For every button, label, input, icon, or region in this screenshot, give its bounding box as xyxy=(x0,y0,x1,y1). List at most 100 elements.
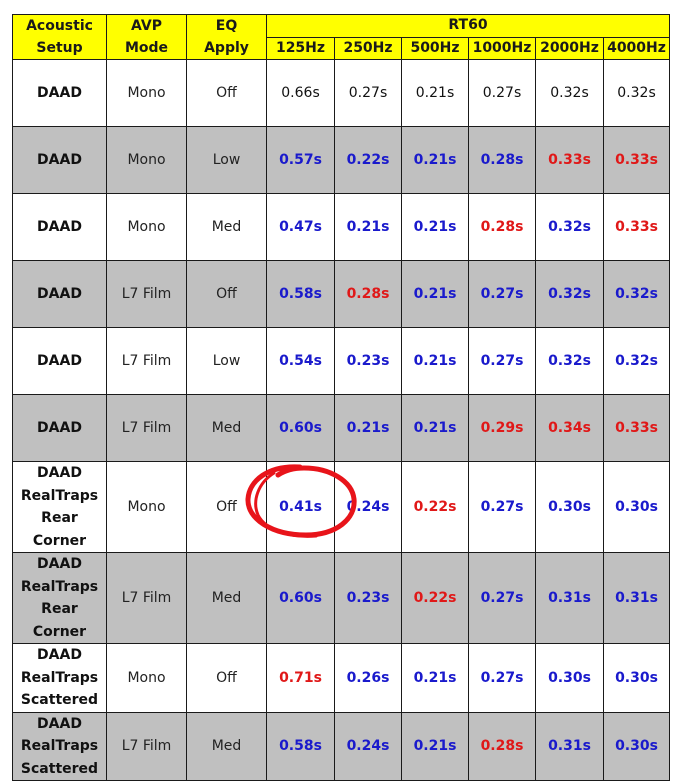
cell-eq-apply: Med xyxy=(186,711,267,781)
header-avp-mode: AVP Mode xyxy=(106,14,187,60)
header-freq: 1000Hz xyxy=(468,36,536,60)
cell-rt60-125hz: 0.60s xyxy=(266,552,335,644)
setup-line: DAAD xyxy=(37,151,82,168)
cell-eq-apply: Med xyxy=(186,552,267,644)
cell-rt60-500hz: 0.21s xyxy=(401,260,469,328)
cell-rt60-125hz: 0.47s xyxy=(266,193,335,261)
table-row: DAAD Mono Off 0.66s 0.27s 0.21s 0.27s 0.32s 0.32… xyxy=(12,59,670,127)
cell-rt60-250hz: 0.24s xyxy=(334,461,402,553)
cell-rt60-500hz: 0.22s xyxy=(401,461,469,553)
cell-rt60-2000hz: 0.32s xyxy=(535,59,604,127)
table-row: DAAD L7 Film Low 0.54s 0.23s 0.21s 0.27s 0.32s 0… xyxy=(12,327,670,395)
cell-rt60-500hz: 0.21s xyxy=(401,711,469,781)
table-header: Acoustic Setup AVP Mode EQ Apply RT60 125Hz… xyxy=(12,14,670,60)
header-freq: 2000Hz xyxy=(535,36,604,60)
cell-eq-apply: Med xyxy=(186,193,267,261)
cell-rt60-1000hz: 0.29s xyxy=(468,394,536,462)
cell-rt60-4000hz: 0.33s xyxy=(603,193,670,261)
cell-rt60-1000hz: 0.27s xyxy=(468,59,536,127)
setup-line: DAAD xyxy=(37,419,82,436)
cell-avp-mode: Mono xyxy=(106,193,187,261)
setup-line: DAAD xyxy=(37,715,82,732)
cell-rt60-500hz: 0.21s xyxy=(401,394,469,462)
cell-rt60-2000hz: 0.30s xyxy=(535,461,604,553)
cell-rt60-4000hz: 0.33s xyxy=(603,394,670,462)
cell-rt60-2000hz: 0.33s xyxy=(535,126,604,194)
setup-line: DAAD xyxy=(37,285,82,302)
setup-line: RealTraps xyxy=(20,487,99,504)
cell-rt60-500hz: 0.21s xyxy=(401,193,469,261)
cell-eq-apply: Off xyxy=(186,643,267,713)
cell-acoustic-setup: DAAD xyxy=(12,126,107,194)
cell-rt60-250hz: 0.22s xyxy=(334,126,402,194)
setup-line: DAAD xyxy=(37,352,82,369)
setup-line: Rear Corner xyxy=(32,601,87,640)
cell-rt60-4000hz: 0.30s xyxy=(603,643,670,713)
cell-rt60-250hz: 0.21s xyxy=(334,193,402,261)
cell-avp-mode: Mono xyxy=(106,126,187,194)
cell-rt60-500hz: 0.21s xyxy=(401,126,469,194)
cell-rt60-1000hz: 0.27s xyxy=(468,327,536,395)
setup-line: RealTraps xyxy=(20,578,99,595)
cell-rt60-2000hz: 0.32s xyxy=(535,260,604,328)
table-row: DAAD L7 Film Med 0.60s 0.21s 0.21s 0.29s 0.34s 0… xyxy=(12,394,670,462)
header-freq: 125Hz xyxy=(266,36,335,60)
header-acoustic-setup: Acoustic Setup xyxy=(12,14,107,60)
cell-acoustic-setup: DAAD xyxy=(12,193,107,261)
rt60-table-wrapper: Acoustic Setup AVP Mode EQ Apply RT60 125Hz… xyxy=(12,14,670,781)
cell-avp-mode: Mono xyxy=(106,59,187,127)
cell-rt60-2000hz: 0.32s xyxy=(535,193,604,261)
cell-rt60-250hz: 0.23s xyxy=(334,552,402,644)
cell-rt60-250hz: 0.26s xyxy=(334,643,402,713)
cell-rt60-1000hz: 0.27s xyxy=(468,260,536,328)
cell-avp-mode: L7 Film xyxy=(106,327,187,395)
table-row: DAAD RealTraps Rear Corner L7 Film Med 0.60s 0… xyxy=(12,552,670,644)
table-row: DAAD RealTraps Rear Corner Mono Off 0.41s 0.24… xyxy=(12,461,670,553)
cell-rt60-125hz: 0.57s xyxy=(266,126,335,194)
cell-rt60-1000hz: 0.27s xyxy=(468,643,536,713)
cell-acoustic-setup: DAAD xyxy=(12,327,107,395)
cell-rt60-2000hz: 0.34s xyxy=(535,394,604,462)
setup-line: DAAD xyxy=(37,556,82,572)
cell-rt60-2000hz: 0.30s xyxy=(535,643,604,713)
setup-line: Scattered xyxy=(20,692,99,708)
cell-rt60-250hz: 0.23s xyxy=(334,327,402,395)
setup-line: DAAD xyxy=(37,647,82,663)
cell-avp-mode: L7 Film xyxy=(106,394,187,462)
setup-line: Scattered xyxy=(20,760,99,777)
cell-avp-mode: Mono xyxy=(106,643,187,713)
cell-rt60-125hz: 0.58s xyxy=(266,711,335,781)
cell-acoustic-setup: DAAD xyxy=(12,59,107,127)
cell-rt60-250hz: 0.21s xyxy=(334,394,402,462)
setup-line: DAAD xyxy=(37,218,82,235)
setup-line: DAAD xyxy=(37,465,82,481)
header-rt60: RT60 xyxy=(266,14,670,38)
cell-eq-apply: Low xyxy=(186,126,267,194)
table-row: DAAD Mono Low 0.57s 0.22s 0.21s 0.28s 0.33s 0.33… xyxy=(12,126,670,194)
cell-rt60-500hz: 0.21s xyxy=(401,643,469,713)
cell-rt60-125hz: 0.66s xyxy=(266,59,335,127)
cell-rt60-250hz: 0.24s xyxy=(334,711,402,781)
cell-acoustic-setup: DAAD xyxy=(12,260,107,328)
cell-rt60-2000hz: 0.31s xyxy=(535,552,604,644)
table-row: DAAD RealTraps Scattered L7 Film Med 0.58s 0.2… xyxy=(12,711,670,781)
cell-acoustic-setup: DAAD xyxy=(12,394,107,462)
cell-eq-apply: Med xyxy=(186,394,267,462)
cell-rt60-2000hz: 0.31s xyxy=(535,711,604,781)
header-freq: 250Hz xyxy=(334,36,402,60)
cell-eq-apply: Off xyxy=(186,59,267,127)
cell-rt60-500hz: 0.22s xyxy=(401,552,469,644)
cell-rt60-4000hz: 0.30s xyxy=(603,711,670,781)
header-freq: 4000Hz xyxy=(603,36,670,60)
table-body: DAAD Mono Off 0.66s 0.27s 0.21s 0.27s 0.32s 0.32… xyxy=(12,59,670,781)
cell-avp-mode: L7 Film xyxy=(106,711,187,781)
cell-rt60-4000hz: 0.32s xyxy=(603,327,670,395)
cell-rt60-1000hz: 0.28s xyxy=(468,193,536,261)
cell-rt60-1000hz: 0.28s xyxy=(468,126,536,194)
cell-avp-mode: L7 Film xyxy=(106,260,187,328)
cell-eq-apply: Low xyxy=(186,327,267,395)
cell-acoustic-setup: DAAD RealTraps Scattered xyxy=(12,643,107,713)
setup-line: Rear Corner xyxy=(32,510,87,549)
cell-rt60-1000hz: 0.27s xyxy=(468,552,536,644)
cell-rt60-250hz: 0.28s xyxy=(334,260,402,328)
